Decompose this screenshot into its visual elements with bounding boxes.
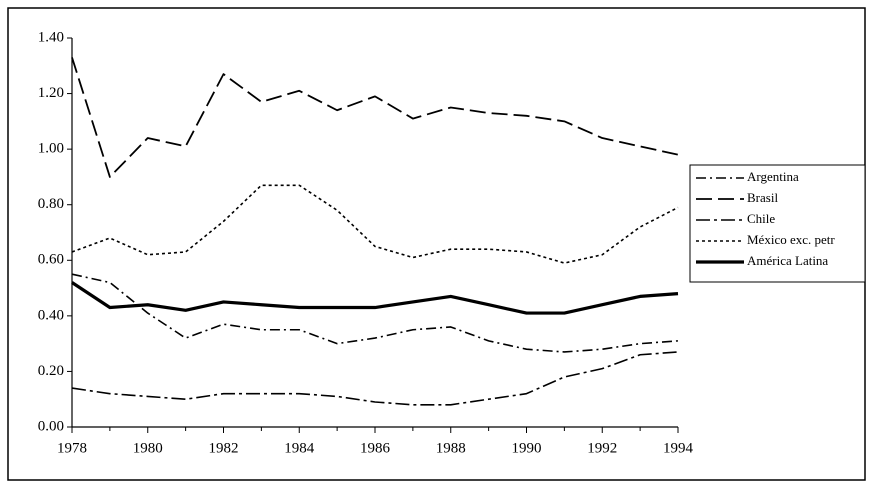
legend-label: Argentina: [747, 169, 799, 184]
legend-label: México exc. petr: [747, 232, 835, 247]
x-tick-label: 1994: [663, 440, 694, 456]
x-tick-label: 1980: [133, 440, 163, 456]
x-tick-label: 1978: [57, 440, 87, 456]
legend-label: Chile: [747, 211, 775, 226]
legend: Argentina Brasil Chile México exc. petr Amér…: [696, 169, 835, 268]
y-tick-label: 1.00: [38, 141, 64, 157]
x-tick-label: 1984: [284, 440, 315, 456]
x-tick-label: 1992: [587, 440, 617, 456]
series-line: [71, 281, 679, 315]
x-tick-label: 1988: [436, 440, 466, 456]
y-tick-label: 0.60: [38, 252, 64, 268]
series-line: [71, 57, 679, 178]
x-tick-label: 1990: [512, 440, 542, 456]
series-line: [71, 273, 679, 353]
y-tick-label: 0.20: [38, 363, 64, 379]
series-line: [71, 351, 679, 406]
legend-label: América Latina: [747, 253, 828, 268]
y-tick-label: 1.20: [38, 85, 64, 101]
series-line: [71, 184, 679, 264]
legend-label: Brasil: [747, 190, 778, 205]
x-tick-label: 1982: [209, 440, 239, 456]
y-tick-label: 1.40: [38, 29, 64, 45]
y-tick-label: 0.00: [38, 418, 64, 434]
x-tick-label: 1986: [360, 440, 391, 456]
y-tick-label: 0.80: [38, 196, 64, 212]
y-tick-label: 0.40: [38, 307, 64, 323]
